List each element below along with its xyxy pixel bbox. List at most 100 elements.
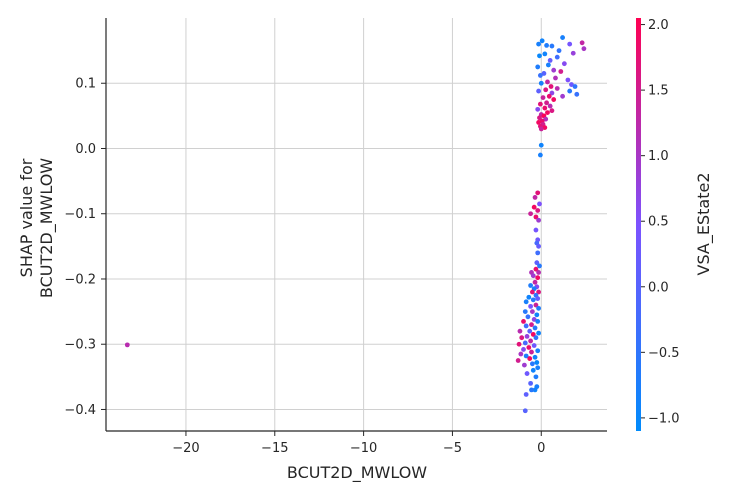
data-point	[536, 305, 542, 311]
y-tick-label: −0.1	[64, 207, 96, 222]
data-point	[549, 43, 555, 49]
y-tick-label: −0.2	[64, 272, 96, 287]
data-point	[529, 309, 535, 315]
data-point	[524, 333, 530, 339]
data-point	[537, 101, 543, 107]
data-point	[543, 116, 549, 122]
data-point	[534, 360, 540, 365]
data-point	[529, 361, 535, 367]
data-point	[538, 142, 544, 148]
data-point	[536, 270, 542, 275]
data-point	[524, 371, 530, 376]
data-point	[546, 93, 552, 99]
x-tick-label: −10	[350, 441, 377, 456]
data-point	[517, 328, 523, 334]
data-point	[542, 51, 548, 57]
colorbar-label: VSA_EState2	[694, 173, 714, 276]
colorbar-tick-label: 1.0	[648, 149, 669, 164]
data-point	[560, 35, 565, 40]
data-point	[537, 152, 543, 158]
data-point	[567, 41, 573, 47]
data-point	[561, 61, 567, 67]
data-point	[570, 50, 576, 56]
data-point	[523, 353, 529, 359]
data-point	[545, 110, 550, 116]
data-point	[530, 297, 536, 303]
data-point	[536, 289, 542, 295]
data-point	[540, 95, 546, 100]
plot-area: −20 −15 −10 −5 0 0.1 0.0 −0.1 −0.2 −0.3 −0.4	[64, 18, 607, 456]
data-point	[528, 338, 534, 344]
data-point	[528, 211, 534, 217]
y-tick-label: 0.1	[75, 77, 96, 92]
scatter-points	[124, 35, 587, 414]
x-axis-label: BCUT2D_MWLOW	[287, 463, 427, 483]
data-point	[516, 341, 522, 347]
x-tick-label: 0	[537, 441, 545, 456]
data-point	[551, 67, 557, 73]
data-point	[533, 214, 539, 220]
data-point	[518, 351, 524, 357]
data-point	[535, 275, 541, 281]
colorbar-tick-label: 2.0	[648, 18, 669, 33]
data-point	[581, 46, 587, 52]
data-point	[533, 374, 539, 380]
data-point	[522, 340, 528, 346]
data-point	[547, 58, 553, 63]
x-axis-ticks: −20 −15 −10 −5 0	[172, 431, 545, 456]
data-point	[519, 335, 525, 341]
data-point	[526, 345, 532, 350]
data-point	[554, 54, 560, 60]
data-point	[528, 303, 534, 309]
data-point	[538, 80, 544, 86]
data-point	[532, 325, 538, 331]
data-point	[537, 263, 542, 269]
data-point	[535, 106, 541, 112]
data-point	[544, 100, 549, 106]
data-point	[536, 88, 542, 94]
data-point	[537, 115, 542, 121]
y-tick-label: −0.4	[64, 403, 96, 418]
data-point	[530, 367, 536, 373]
colorbar-ticks: 2.0 1.5 1.0 0.5 0.0 −0.5 −1.0	[641, 18, 680, 426]
data-point	[535, 250, 541, 256]
data-point	[536, 41, 542, 47]
data-point	[532, 387, 538, 393]
data-point	[541, 71, 547, 76]
colorbar-tick-label: 0.5	[648, 215, 669, 230]
x-tick-label: −5	[443, 441, 462, 456]
data-point	[537, 73, 543, 78]
data-point	[529, 349, 534, 355]
data-point	[534, 312, 540, 318]
data-point	[536, 243, 542, 249]
data-point	[536, 217, 542, 223]
data-point	[572, 84, 578, 89]
data-point	[533, 227, 539, 233]
data-point	[569, 82, 574, 87]
data-point	[549, 90, 555, 96]
data-point	[535, 348, 541, 354]
data-point	[565, 77, 571, 83]
data-point	[529, 289, 535, 295]
data-point	[547, 103, 553, 109]
data-point	[535, 318, 541, 324]
data-point	[521, 347, 526, 352]
data-point	[531, 343, 537, 348]
data-point	[542, 105, 548, 111]
data-point	[545, 79, 550, 85]
data-point	[527, 356, 533, 361]
data-point	[533, 335, 539, 341]
colorbar: 2.0 1.5 1.0 0.5 0.0 −0.5 −1.0 VSA_EState2	[636, 18, 714, 431]
data-point	[531, 317, 537, 322]
data-point	[533, 266, 539, 272]
data-point	[579, 40, 585, 46]
data-point	[124, 342, 130, 348]
data-point	[548, 84, 554, 89]
data-point	[529, 387, 534, 393]
data-point	[535, 296, 541, 301]
data-point	[536, 119, 542, 125]
data-point	[537, 201, 542, 207]
data-point	[528, 283, 534, 288]
x-tick-label: −20	[172, 441, 199, 456]
